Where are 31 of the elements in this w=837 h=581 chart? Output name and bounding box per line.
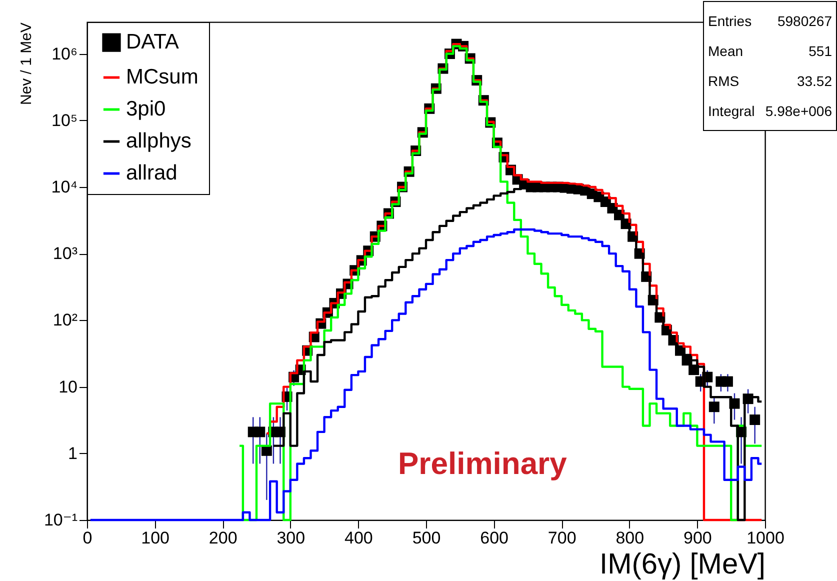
x-tick-label: 500 [412,528,441,548]
x-tick-label: 800 [616,528,644,548]
y-tick-label: 10⁻¹ [44,510,78,530]
x-tick-label: 600 [480,528,508,548]
x-tick-label: 700 [548,528,576,548]
x-tick-label: 200 [208,528,238,548]
x-tick-label: 100 [141,528,170,548]
x-tick-label: 300 [276,528,306,548]
x-tick-label: 400 [344,528,373,548]
x-tick-label: 0 [82,528,92,548]
x-axis-title: IM(6γ) [MeV] [600,548,766,580]
y-tick-label: 10⁴ [51,177,78,196]
legend-label: MCsum [126,66,198,88]
y-tick-label: 1 [68,444,78,463]
y-axis-title: Nev / 1 MeV [18,22,35,106]
legend-label: allrad [126,162,178,184]
annotation: Integral 5.98e+006 [708,102,832,121]
x-tick-label: 900 [684,528,712,548]
text: Mean 551 [708,43,832,59]
y-tick-label: 10² [52,310,78,330]
y-tick-label: 10⁵ [52,110,78,130]
legend-label: DATA [126,30,179,54]
text: RMS 33.52 [708,73,832,89]
text: Entries 5980267 [708,13,832,29]
legend-label: 3pi0 [126,98,166,120]
x-tick-label: 1000 [746,528,784,548]
annotation: Preliminary [398,446,567,482]
legend-label: allphys [126,130,192,152]
y-tick-label: 10⁶ [52,44,78,64]
y-tick-label: 10 [58,377,78,396]
y-tick-label: 10³ [52,244,78,264]
